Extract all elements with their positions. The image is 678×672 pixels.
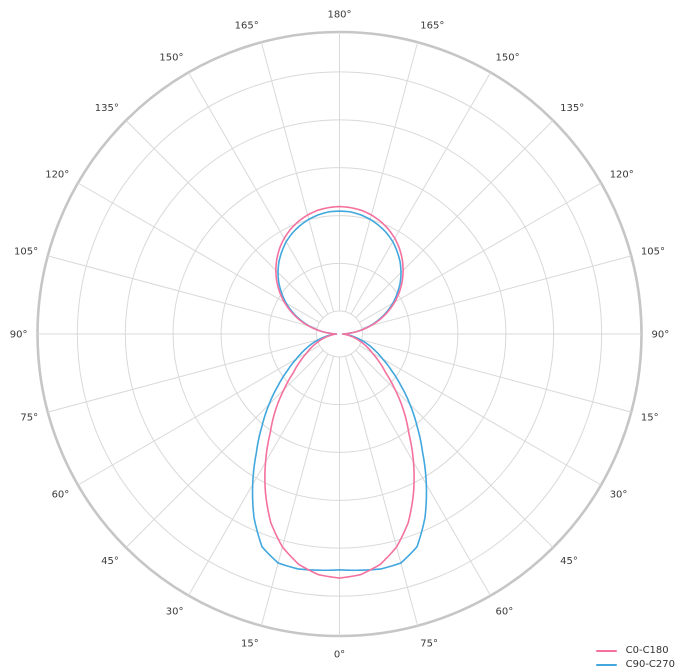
angle-tick-label: 45° [101, 556, 119, 567]
grid-spoke [355, 120, 554, 319]
legend-item-c0-c180: C0-C180 [595, 645, 675, 656]
legend-line-swatch-c90-c270 [595, 663, 617, 666]
angle-tick-label: 75° [20, 412, 38, 423]
angle-tick-label: 165° [235, 20, 259, 31]
grid-spoke [188, 72, 329, 315]
angle-tick-label: 120° [45, 170, 69, 181]
angle-tick-label: 165° [420, 20, 444, 31]
angle-tick-label: 45° [560, 556, 578, 567]
grid-spoke [47, 339, 318, 413]
angle-tick-label: 75° [420, 639, 438, 650]
legend-label-c90-c270: C90-C270 [625, 659, 675, 670]
grid-spoke [125, 349, 324, 548]
grid-spoke [344, 356, 419, 626]
grid-spoke [125, 120, 324, 319]
grid-spoke [350, 353, 491, 596]
grid-spoke [188, 353, 329, 596]
angle-tick-label: 105° [641, 247, 665, 258]
angle-tick-label: 90° [10, 330, 28, 341]
series-curve-c90-c270 [251, 210, 428, 572]
series-curve-c0-c180 [264, 205, 415, 579]
angle-tick-label: 150° [496, 52, 520, 63]
angle-tick-label: 0° [334, 650, 345, 661]
grid-spoke [355, 349, 554, 548]
legend-item-c90-c270: C90-C270 [595, 659, 675, 670]
grid-spoke [260, 42, 335, 312]
angle-tick-label: 150° [159, 52, 183, 63]
angle-tick-label: 60° [496, 607, 514, 618]
angle-tick-label: 60° [52, 490, 70, 501]
grid-spoke [359, 345, 602, 486]
angle-tick-label: 90° [652, 330, 670, 341]
angle-tick-label: 15° [641, 412, 659, 423]
angle-tick-label: 135° [560, 103, 584, 114]
grid-spoke [77, 182, 320, 323]
grid-spoke [359, 182, 602, 323]
angle-tick-label: 105° [14, 247, 38, 258]
grid-spoke [361, 255, 632, 329]
legend-line-swatch-c0-c180 [595, 649, 617, 652]
angle-tick-label: 180° [327, 10, 351, 21]
grid-spoke [350, 72, 491, 315]
angle-tick-label: 30° [166, 607, 184, 618]
angle-tick-label: 120° [610, 170, 634, 181]
grid-spoke [47, 255, 318, 329]
angle-tick-label: 30° [610, 490, 628, 501]
angle-tick-label: 135° [95, 103, 119, 114]
chart-legend: C0-C180 C90-C270 [595, 645, 675, 670]
grid-ring [316, 310, 363, 358]
legend-label-c0-c180: C0-C180 [625, 645, 669, 656]
angle-tick-label: 15° [241, 639, 259, 650]
grid-spoke [344, 42, 419, 312]
grid-spoke [361, 339, 632, 413]
grid-spoke [77, 345, 320, 486]
grid-spoke [260, 356, 335, 626]
